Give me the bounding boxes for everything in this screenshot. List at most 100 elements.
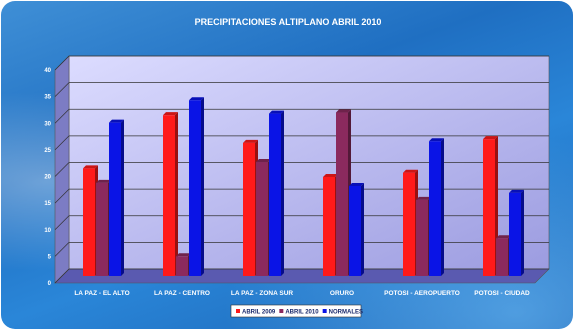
bar-front [96,182,108,276]
y-tick-label: 0 [48,281,52,287]
bar-front [243,142,255,276]
bar-top [189,97,204,101]
bar-front [483,139,495,276]
bar [509,189,524,276]
bar [83,165,98,276]
bar-top [349,183,364,187]
y-tick-label: 25 [44,148,51,154]
bar-top [403,169,418,173]
legend-swatch [236,309,240,313]
bar-side [281,110,284,277]
legend-label: ABRIL 2009 [242,310,276,316]
legend-label: NORMALES [329,310,363,316]
bar-side [361,183,364,276]
bar-side [201,97,204,277]
bar [109,119,124,276]
bar-front [83,168,95,276]
bar [496,235,511,276]
chart-title: PRECIPITACIONES ALTIPLANO ABRIL 2010 [195,17,382,27]
gridline-side [54,135,70,151]
bar-top [96,179,111,183]
gridline-side [54,162,70,177]
x-category-label: POTOSI - CIUDAD [474,290,530,297]
bar-top [109,119,124,123]
legend-swatch [279,309,284,313]
bar-top [429,138,444,142]
bar-front [349,186,361,276]
bar-top [336,109,351,113]
legend-box [230,304,362,318]
bar-top [163,112,178,116]
bar-front [256,162,268,276]
x-category-label: ORURO [330,290,354,297]
gridline-side [54,242,70,257]
bar-front [403,172,415,276]
bar [429,138,444,276]
x-category-label: POTOSI - AEROPUERTO [384,290,460,297]
bar-top [243,139,258,143]
bar-top [269,110,284,114]
x-category-label: LA PAZ - ZONA SUR [231,290,294,297]
bar [336,109,351,277]
gridline-side [54,215,70,230]
bar-side [175,112,178,276]
bar [243,139,258,276]
bar [323,173,338,276]
bar [176,253,191,276]
bar-side [521,189,524,276]
y-tick-label: 5 [48,254,52,260]
gridline-side [54,268,70,284]
bar-side [441,138,444,276]
bar-front [429,141,441,276]
y-axis-ticks: 0 5 10 15 20 25 30 35 40 [44,68,51,287]
y-tick-label: 40 [44,68,51,74]
bar [269,110,284,277]
bar-front [109,122,121,276]
legend-swatch [322,309,327,313]
plot-area [54,55,550,284]
bar-top [416,196,431,200]
bar-front [416,199,428,276]
gridline-side [54,188,70,204]
legend-label: ABRIL 2010 [285,310,319,316]
y-tick-label: 10 [44,228,51,234]
bar-front [163,115,175,276]
bars [83,97,524,277]
bar-side [121,119,124,276]
bar-top [323,173,338,177]
y-tick-label: 15 [44,201,51,207]
bar-top [509,189,524,193]
x-axis-labels: LA PAZ - EL ALTO LA PAZ - CENTRO LA PAZ - … [74,290,530,297]
gridlines [54,55,549,284]
bar-front [189,100,201,277]
bar-front [176,256,188,276]
bar-front [509,192,521,276]
bar-top [176,253,191,257]
bar-front [336,112,348,277]
bar [189,97,204,277]
y-tick-label: 20 [44,175,51,181]
x-category-label: LA PAZ - CENTRO [154,290,210,297]
bar [256,159,271,276]
x-category-label: LA PAZ - EL ALTO [74,290,129,297]
plot-floor [54,268,550,284]
bar-front [323,176,335,276]
bar [96,179,111,276]
y-tick-label: 30 [44,121,51,127]
gridline-side [54,109,70,124]
gridline-side [54,82,70,97]
legend: ABRIL 2009 ABRIL 2010 NORMALES [230,304,363,318]
gridline-side [54,55,70,71]
bar [349,183,364,276]
bar-top [496,235,511,239]
bar [416,196,431,276]
bar [163,112,178,276]
bar [483,136,498,276]
bar-front [496,238,508,276]
y-tick-label: 35 [44,95,51,101]
bar-top [483,136,498,140]
bar-top [83,165,98,169]
bar-top [256,159,271,163]
